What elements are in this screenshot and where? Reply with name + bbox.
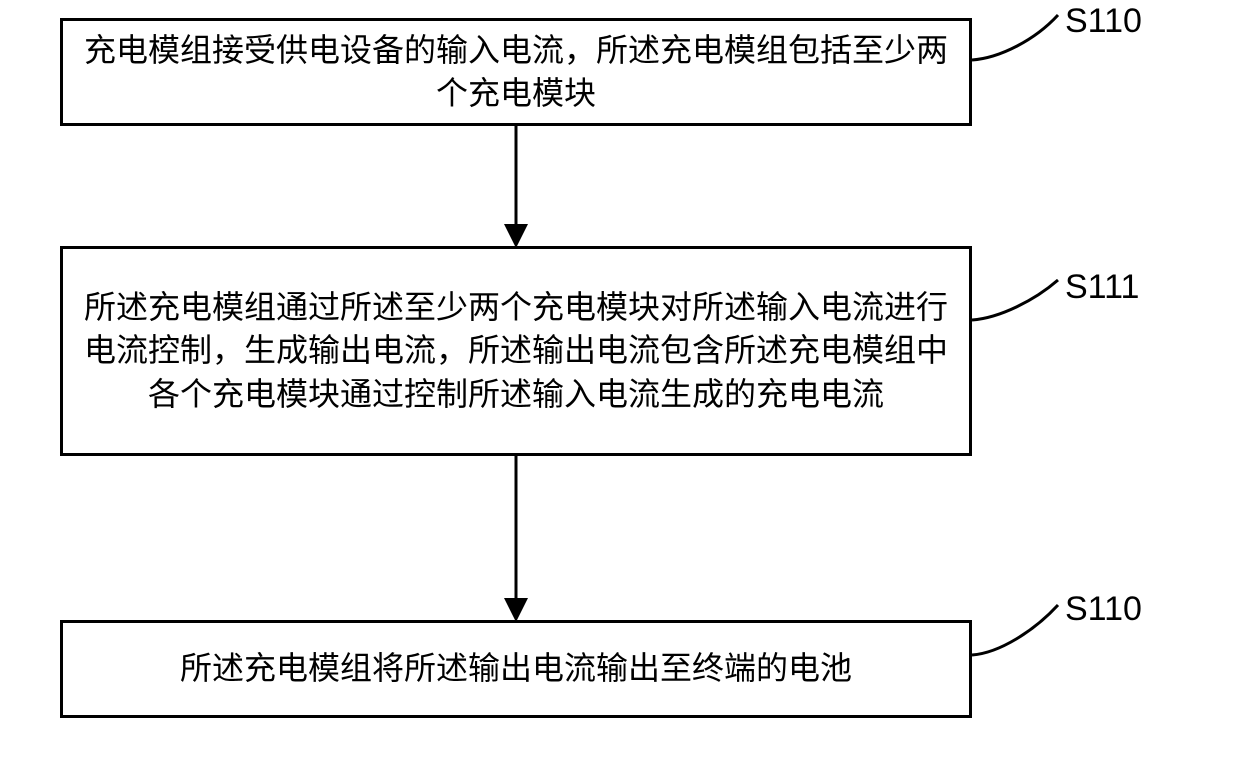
label-connector-1 bbox=[972, 15, 1058, 60]
flow-node-2-text: 所述充电模组通过所述至少两个充电模块对所述输入电流进行电流控制，生成输出电流，所… bbox=[83, 286, 949, 416]
flow-node-3: 所述充电模组将所述输出电流输出至终端的电池 bbox=[60, 620, 972, 718]
label-connector-2 bbox=[972, 280, 1058, 320]
flow-node-2-label: S111 bbox=[1065, 268, 1139, 307]
flow-node-1-text: 充电模组接受供电设备的输入电流，所述充电模组包括至少两个充电模块 bbox=[83, 29, 949, 115]
flow-node-3-text: 所述充电模组将所述输出电流输出至终端的电池 bbox=[180, 647, 852, 690]
flow-node-1: 充电模组接受供电设备的输入电流，所述充电模组包括至少两个充电模块 bbox=[60, 18, 972, 126]
flow-node-2: 所述充电模组通过所述至少两个充电模块对所述输入电流进行电流控制，生成输出电流，所… bbox=[60, 246, 972, 456]
flow-node-1-label: S110 bbox=[1065, 2, 1142, 41]
label-connector-3 bbox=[972, 605, 1058, 655]
flow-node-3-label: S110 bbox=[1065, 590, 1142, 629]
flowchart-canvas: 充电模组接受供电设备的输入电流，所述充电模组包括至少两个充电模块 S110 所述… bbox=[0, 0, 1239, 770]
